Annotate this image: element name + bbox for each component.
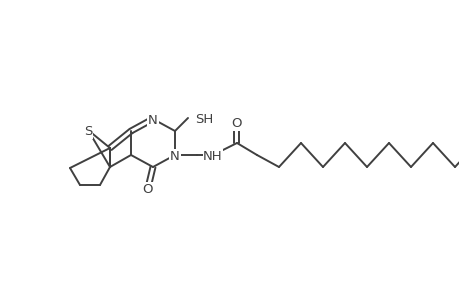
Text: O: O	[142, 183, 153, 196]
Text: S: S	[84, 125, 92, 138]
Text: NH: NH	[203, 150, 222, 163]
Text: N: N	[170, 150, 179, 163]
Text: N: N	[148, 114, 157, 127]
Text: SH: SH	[195, 113, 213, 126]
Text: O: O	[231, 117, 242, 130]
